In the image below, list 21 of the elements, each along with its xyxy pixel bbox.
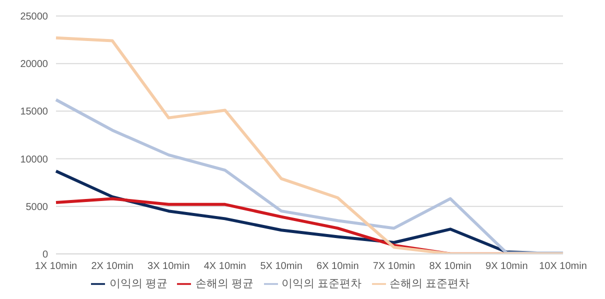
y-tick-label: 20000 [20,59,48,70]
legend-label: 손해의 평균 [195,278,254,290]
x-tick-label: 1X 10min [34,261,78,272]
legend-label: 이익의 표준편차 [282,278,362,290]
legend-label: 이익의 평균 [109,278,168,290]
y-tick-label: 0 [42,249,48,260]
x-tick-label: 10X 10min [539,261,587,272]
y-tick-label: 15000 [20,106,48,118]
x-tick-label: 7X 10min [372,261,416,272]
x-tick-label: 3X 10min [148,261,190,272]
y-tick-label: 10000 [20,154,48,166]
y-tick-label: 5000 [26,202,48,213]
y-tick-label: 25000 [20,12,48,23]
x-tick-label: 2X 10min [91,261,134,272]
x-tick-label: 4X 10min [204,261,246,272]
x-tick-label: 9X 10min [486,261,528,272]
line-series [54,36,564,254]
x-tick-label: 5X 10min [260,261,302,272]
x-tick-label: 6X 10min [316,261,359,272]
x-tick-label: 8X 10min [429,261,472,272]
legend-label: 손해의 표준편차 [390,278,470,290]
